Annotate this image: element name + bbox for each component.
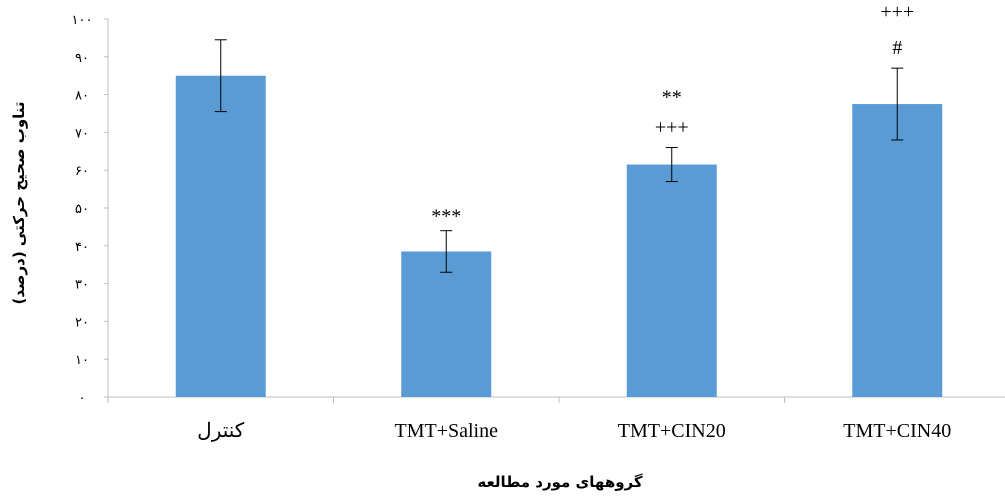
bar: [401, 251, 492, 397]
y-tick-label: ۱۰: [75, 353, 89, 368]
y-tick-label: ۸۰: [75, 89, 89, 104]
y-tick-label: ۵۰: [75, 202, 89, 217]
x-axis: کنترل TMT+Saline TMT+CIN20 TMT+CIN40: [107, 396, 1005, 442]
significance-label: ***: [431, 206, 461, 228]
y-axis-title: تناوب صحیح حرکتی (درصد): [10, 101, 28, 304]
bars: [175, 75, 943, 398]
y-axis: ۰ ۱۰ ۲۰ ۳۰ ۴۰ ۵۰ ۶۰ ۷۰ ۸۰ ۹۰ ۱۰۰: [72, 13, 109, 406]
x-tick-label: کنترل: [197, 420, 245, 442]
significance-label: #: [892, 37, 902, 59]
y-tick-label: ۱۰۰: [72, 13, 93, 28]
y-tick-label: ۹۰: [75, 51, 89, 66]
significance-annotations: *** +++ ** # +++: [431, 1, 914, 228]
y-tick-label: ۳۰: [75, 278, 89, 293]
significance-label: +++: [880, 1, 914, 23]
significance-label: **: [662, 87, 682, 109]
error-bars: [214, 39, 904, 273]
bar: [626, 164, 717, 397]
significance-label: +++: [655, 117, 689, 139]
x-tick-label: TMT+CIN20: [618, 420, 726, 442]
y-tick-label: ۶۰: [75, 164, 89, 179]
y-tick-label: ۲۰: [75, 315, 89, 330]
x-axis-title: گروههای مورد مطالعه: [477, 473, 643, 491]
bar: [852, 104, 943, 398]
y-tick-label: ۰: [79, 391, 86, 406]
bar: [175, 75, 266, 397]
y-tick-label: ۷۰: [75, 126, 89, 141]
y-tick-label: ۴۰: [75, 240, 89, 255]
x-tick-label: TMT+Saline: [395, 420, 499, 442]
x-tick-label: TMT+CIN40: [843, 420, 951, 442]
